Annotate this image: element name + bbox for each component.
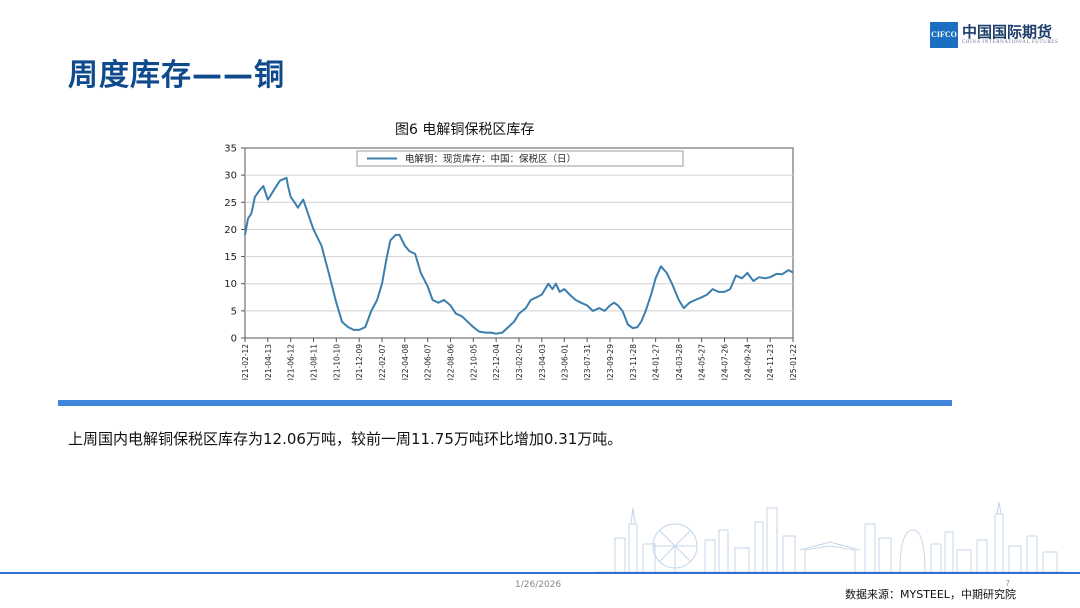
divider-bar: [58, 400, 952, 406]
data-source: 数据来源：MYSTEEL，中期研究院: [845, 588, 1016, 601]
legend-box: [356, 150, 684, 167]
x-tick-label: 2023-07-31: [583, 344, 592, 380]
x-tick-label: 2022-04-08: [401, 344, 410, 380]
logo-name-en: CHINA INTERNATIONAL FUTURES: [962, 40, 1059, 45]
summary-text: 上周国内电解铜保税区库存为12.06万吨，较前一周11.75万吨环比增加0.31…: [68, 430, 623, 448]
x-tick-label: 2022-12-04: [492, 344, 501, 380]
logo-name-cn: 中国国际期货: [962, 23, 1053, 41]
x-tick-label: 2022-10-05: [469, 344, 478, 380]
y-tick-label: 35: [224, 144, 237, 155]
company-logo: CIFCO 中国国际期货 CHINA INTERNATIONAL FUTURES: [930, 20, 1060, 50]
logo-mark: CIFCO: [930, 22, 958, 48]
y-tick-label: 25: [224, 198, 237, 209]
x-tick-label: 2024-01-27: [652, 344, 661, 380]
y-axis: 0 5 10 15 20 25 30 35: [224, 144, 245, 345]
x-tick-label: 2021-06-12: [287, 344, 296, 380]
x-tick-label: 2023-09-29: [606, 344, 615, 380]
y-tick-label: 10: [224, 279, 237, 290]
x-tick-label: 2023-04-03: [538, 344, 547, 380]
x-tick-label: 2024-09-24: [743, 344, 752, 380]
plot-area: [244, 176, 794, 335]
x-axis: 2021-02-12 2021-04-13 2021-06-12 2021-08-11…: [241, 338, 798, 380]
plot-frame: [244, 147, 794, 339]
page-number: 7: [1005, 579, 1011, 588]
x-tick-label: 2025-01-22: [789, 344, 798, 380]
x-tick-label: 2023-06-01: [560, 344, 569, 380]
x-tick-label: 2023-11-28: [629, 344, 638, 380]
x-tick-label: 2021-04-13: [264, 344, 273, 380]
x-tick-label: 2024-11-23: [766, 344, 775, 380]
y-tick-label: 30: [224, 171, 237, 182]
x-tick-label: 2024-03-28: [675, 344, 684, 380]
footer-line: [0, 572, 1080, 574]
x-tick-label: 2021-02-12: [241, 344, 250, 380]
x-tick-label: 2021-10-10: [332, 344, 341, 380]
y-tick-label: 15: [224, 252, 237, 263]
chart-title: 图6 电解铜保税区库存: [395, 122, 535, 138]
x-tick-label: 2022-02-07: [378, 344, 387, 380]
x-tick-label: 2022-06-07: [424, 344, 433, 380]
page-title: 周度库存——铜: [68, 58, 285, 93]
y-tick-label: 0: [231, 334, 237, 345]
x-tick-label: 2024-05-27: [698, 344, 707, 380]
chart-legend: 电解铜：现货库存：中国：保税区（日）: [356, 150, 684, 167]
x-tick-label: 2023-02-02: [515, 344, 524, 380]
series-line: [244, 176, 794, 335]
x-tick-label: 2024-07-26: [721, 344, 730, 380]
y-tick-label: 20: [224, 225, 237, 236]
city-skyline-decoration: [595, 501, 1065, 573]
y-tick-label: 5: [231, 306, 237, 317]
chart-grid: [244, 147, 794, 339]
x-tick-label: 2021-12-09: [355, 344, 364, 380]
footer-date: 1/26/2026: [515, 580, 562, 590]
legend-label: 电解铜：现货库存：中国：保税区（日）: [405, 153, 576, 165]
x-tick-label: 2022-08-06: [447, 344, 456, 380]
x-tick-label: 2021-08-11: [310, 344, 319, 380]
